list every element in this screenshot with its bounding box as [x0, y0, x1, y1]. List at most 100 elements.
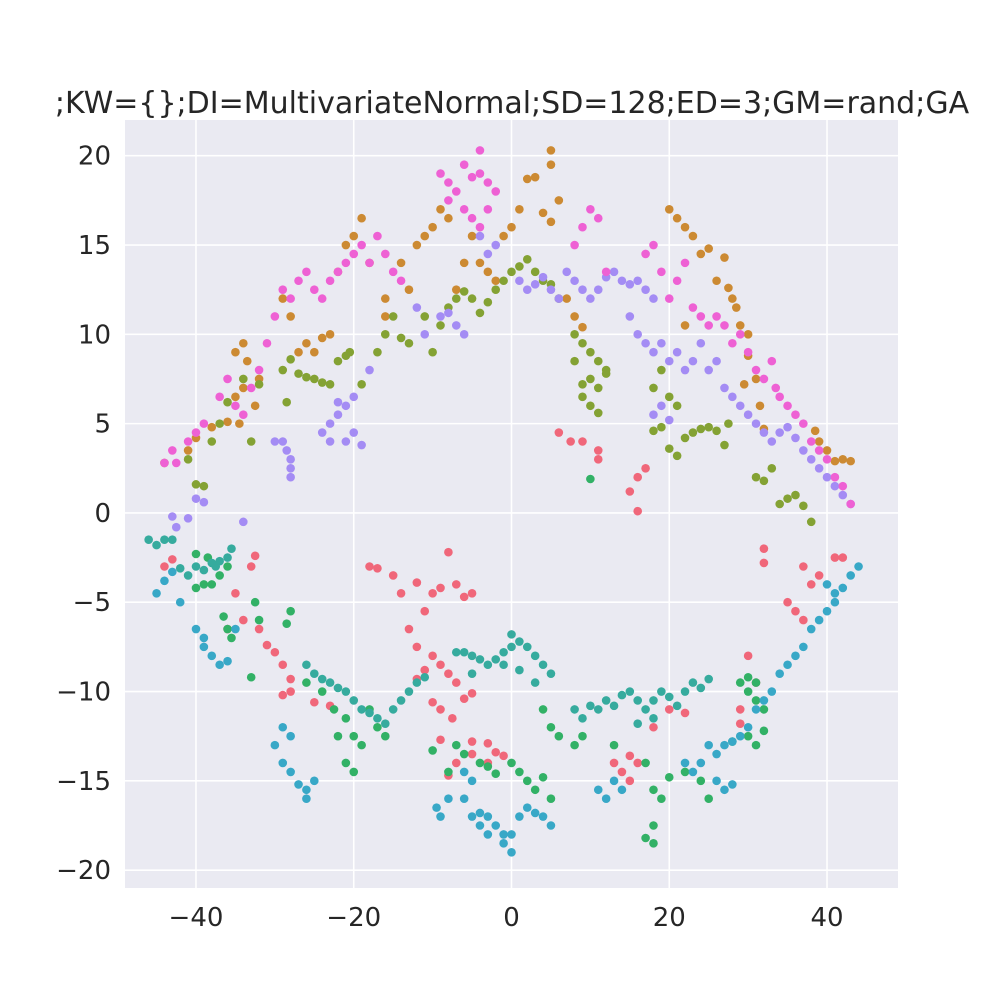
y-tick-label: −10	[56, 678, 111, 708]
data-point	[428, 746, 437, 755]
data-point	[262, 338, 272, 348]
data-point	[341, 401, 351, 411]
data-point	[207, 651, 217, 661]
data-point	[459, 749, 469, 759]
data-point	[345, 347, 355, 357]
data-point	[428, 347, 437, 357]
data-point	[373, 722, 382, 732]
data-point	[657, 422, 666, 432]
data-point	[246, 437, 256, 446]
data-point	[696, 338, 706, 348]
data-point	[475, 821, 485, 830]
data-point	[593, 285, 603, 294]
data-point	[282, 619, 291, 628]
data-point	[183, 571, 193, 580]
y-tick-label: 5	[94, 410, 111, 440]
data-point	[680, 708, 690, 718]
data-point	[593, 383, 603, 393]
data-point	[593, 446, 603, 455]
data-point	[578, 285, 587, 294]
data-point	[467, 812, 477, 821]
data-point	[325, 437, 335, 446]
data-point	[483, 762, 493, 771]
data-point	[349, 767, 359, 777]
y-tick-label: 20	[78, 142, 111, 172]
data-point	[333, 410, 343, 419]
data-point	[168, 535, 177, 545]
y-tick-label: 15	[78, 231, 111, 261]
data-point	[538, 705, 548, 714]
data-point	[357, 740, 366, 750]
data-point	[294, 276, 303, 286]
data-point	[404, 624, 414, 634]
data-point	[625, 312, 635, 321]
data-point	[420, 665, 430, 675]
data-point	[278, 437, 288, 446]
data-point	[649, 426, 658, 436]
data-point	[420, 330, 430, 339]
data-point	[688, 231, 698, 241]
data-point	[436, 312, 445, 321]
data-point	[724, 283, 733, 293]
chart-title: ;KW={};DI=MultivariateNormal;SD=128;ED=3…	[55, 86, 970, 121]
data-point	[491, 240, 501, 250]
data-point	[830, 589, 840, 598]
data-point	[302, 794, 311, 803]
data-point	[483, 205, 493, 214]
data-point	[191, 562, 201, 571]
data-point	[751, 696, 761, 705]
data-point	[530, 785, 540, 795]
data-point	[302, 372, 311, 382]
data-point	[231, 347, 240, 357]
data-point	[783, 597, 792, 607]
data-point	[641, 249, 650, 259]
data-point	[239, 383, 248, 393]
data-point	[657, 267, 666, 277]
data-point	[420, 231, 430, 241]
data-point	[538, 660, 548, 670]
data-point	[515, 276, 524, 286]
data-point	[799, 419, 808, 428]
data-point	[451, 285, 461, 294]
data-point	[286, 767, 295, 777]
data-point	[806, 437, 816, 446]
data-point	[286, 355, 295, 364]
data-point	[215, 392, 224, 402]
data-point	[609, 267, 619, 277]
data-point	[554, 196, 564, 205]
data-point	[743, 672, 753, 682]
data-point	[743, 722, 753, 732]
data-point	[436, 705, 445, 714]
data-point	[171, 458, 181, 468]
data-point	[732, 303, 741, 312]
data-point	[436, 735, 445, 745]
data-point	[310, 347, 319, 357]
data-point	[720, 785, 729, 795]
data-point	[404, 338, 414, 348]
data-point	[491, 187, 501, 196]
data-point	[448, 714, 457, 723]
data-point	[459, 794, 469, 803]
data-point	[507, 847, 516, 857]
data-point	[601, 369, 611, 378]
data-point	[317, 333, 327, 343]
data-point	[657, 338, 666, 348]
data-point	[672, 276, 682, 286]
data-point	[175, 563, 185, 573]
data-point	[467, 669, 477, 678]
data-point	[436, 583, 445, 593]
data-point	[854, 562, 863, 571]
data-point	[704, 244, 713, 253]
data-point	[160, 562, 169, 571]
data-point	[806, 580, 816, 589]
data-point	[728, 737, 737, 746]
data-point	[578, 392, 587, 402]
data-point	[242, 356, 252, 366]
data-point	[483, 249, 493, 259]
data-point	[739, 380, 749, 389]
data-point	[664, 444, 674, 453]
y-tick-label: −20	[56, 856, 111, 886]
data-point	[735, 705, 745, 714]
data-point	[767, 356, 777, 366]
data-point	[491, 821, 501, 830]
